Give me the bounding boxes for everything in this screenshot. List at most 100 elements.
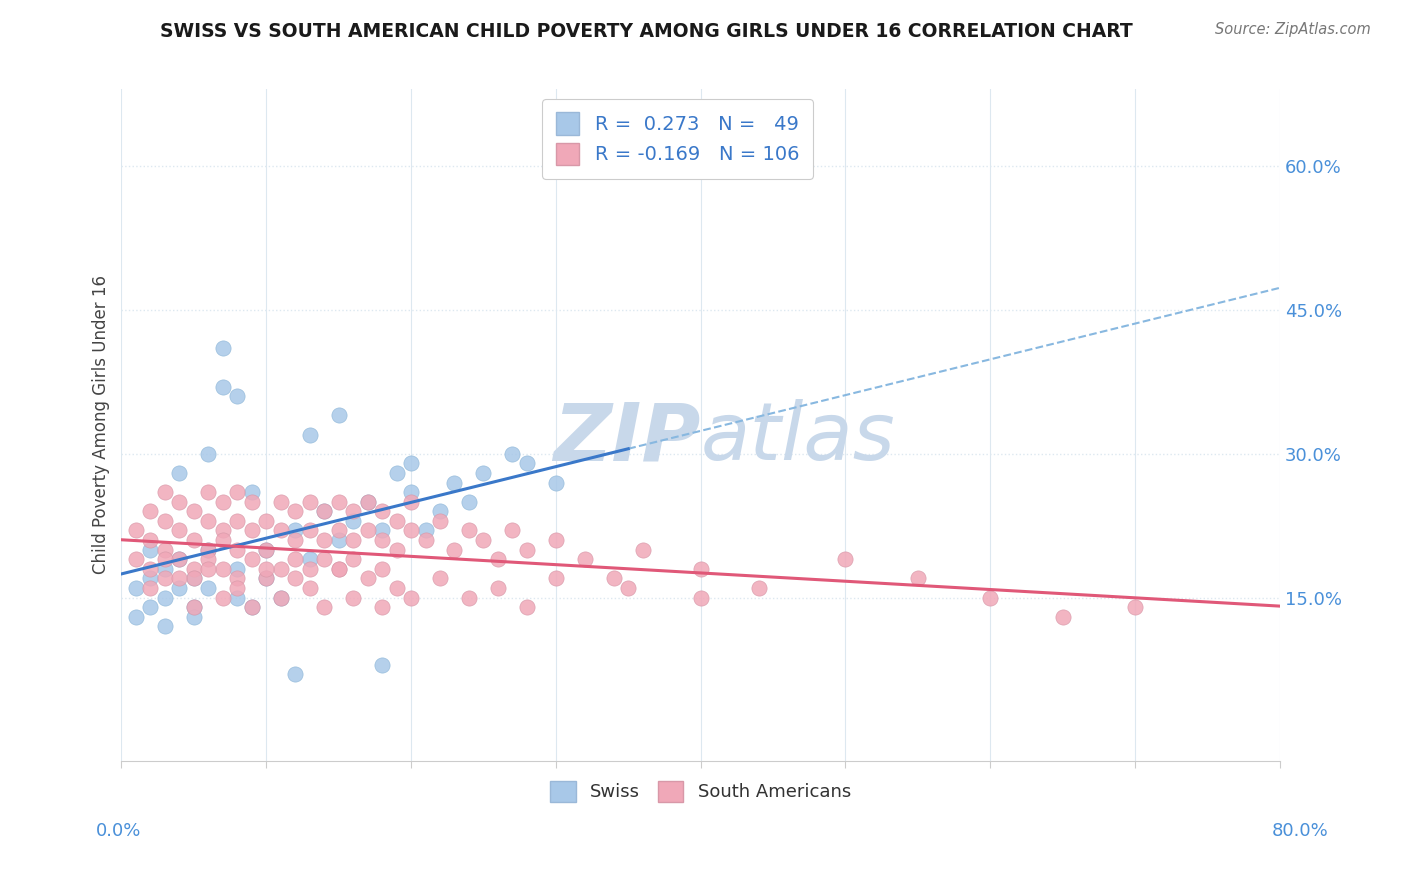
Point [226, 389, 249, 403]
Point [328, 524, 350, 538]
Point [458, 494, 481, 508]
Point [501, 524, 523, 538]
Point [139, 504, 162, 518]
Point [254, 571, 277, 585]
Point [371, 504, 394, 518]
Point [240, 524, 263, 538]
Point [298, 562, 321, 576]
Point [183, 610, 205, 624]
Point [516, 542, 538, 557]
Point [125, 552, 148, 566]
Point [125, 524, 148, 538]
Point [139, 581, 162, 595]
Point [443, 542, 465, 557]
Point [472, 533, 495, 547]
Point [153, 619, 176, 633]
Point [226, 514, 249, 528]
Point [153, 571, 176, 585]
Point [689, 591, 711, 605]
Point [254, 514, 277, 528]
Point [284, 667, 307, 681]
Point [197, 514, 219, 528]
Point [254, 542, 277, 557]
Point [125, 610, 148, 624]
Point [254, 571, 277, 585]
Point [314, 600, 336, 615]
Point [197, 447, 219, 461]
Point [1123, 600, 1146, 615]
Point [270, 562, 292, 576]
Point [385, 542, 408, 557]
Point [284, 552, 307, 566]
Point [458, 524, 481, 538]
Point [371, 533, 394, 547]
Point [211, 562, 233, 576]
Point [399, 524, 422, 538]
Point [284, 533, 307, 547]
Point [399, 591, 422, 605]
Point [169, 552, 191, 566]
Y-axis label: Child Poverty Among Girls Under 16: Child Poverty Among Girls Under 16 [93, 276, 110, 574]
Point [371, 600, 394, 615]
Point [197, 485, 219, 500]
Text: SWISS VS SOUTH AMERICAN CHILD POVERTY AMONG GIRLS UNDER 16 CORRELATION CHART: SWISS VS SOUTH AMERICAN CHILD POVERTY AM… [160, 22, 1133, 41]
Point [226, 542, 249, 557]
Point [342, 533, 364, 547]
Point [371, 524, 394, 538]
Point [153, 485, 176, 500]
Point [342, 514, 364, 528]
Point [907, 571, 929, 585]
Point [328, 562, 350, 576]
Point [486, 552, 509, 566]
Point [314, 552, 336, 566]
Point [298, 494, 321, 508]
Point [298, 581, 321, 595]
Point [240, 600, 263, 615]
Point [834, 552, 856, 566]
Point [385, 466, 408, 480]
Point [240, 552, 263, 566]
Point [574, 552, 596, 566]
Point [298, 552, 321, 566]
Text: 0.0%: 0.0% [96, 822, 141, 840]
Point [516, 456, 538, 470]
Point [211, 591, 233, 605]
Point [197, 552, 219, 566]
Point [139, 533, 162, 547]
Text: Source: ZipAtlas.com: Source: ZipAtlas.com [1215, 22, 1371, 37]
Point [139, 571, 162, 585]
Point [211, 533, 233, 547]
Point [385, 581, 408, 595]
Point [429, 514, 451, 528]
Point [342, 504, 364, 518]
Point [240, 600, 263, 615]
Point [197, 581, 219, 595]
Point [240, 485, 263, 500]
Point [603, 571, 626, 585]
Point [211, 379, 233, 393]
Point [356, 494, 378, 508]
Point [356, 571, 378, 585]
Point [314, 504, 336, 518]
Point [153, 542, 176, 557]
Point [284, 571, 307, 585]
Point [183, 600, 205, 615]
Point [139, 562, 162, 576]
Legend: Swiss, South Americans: Swiss, South Americans [543, 773, 858, 809]
Point [226, 562, 249, 576]
Point [270, 524, 292, 538]
Point [371, 657, 394, 672]
Point [211, 494, 233, 508]
Point [254, 562, 277, 576]
Point [544, 533, 567, 547]
Point [153, 562, 176, 576]
Point [748, 581, 770, 595]
Point [183, 504, 205, 518]
Point [226, 581, 249, 595]
Point [399, 485, 422, 500]
Point [153, 514, 176, 528]
Point [314, 504, 336, 518]
Point [979, 591, 1001, 605]
Point [153, 552, 176, 566]
Point [211, 341, 233, 355]
